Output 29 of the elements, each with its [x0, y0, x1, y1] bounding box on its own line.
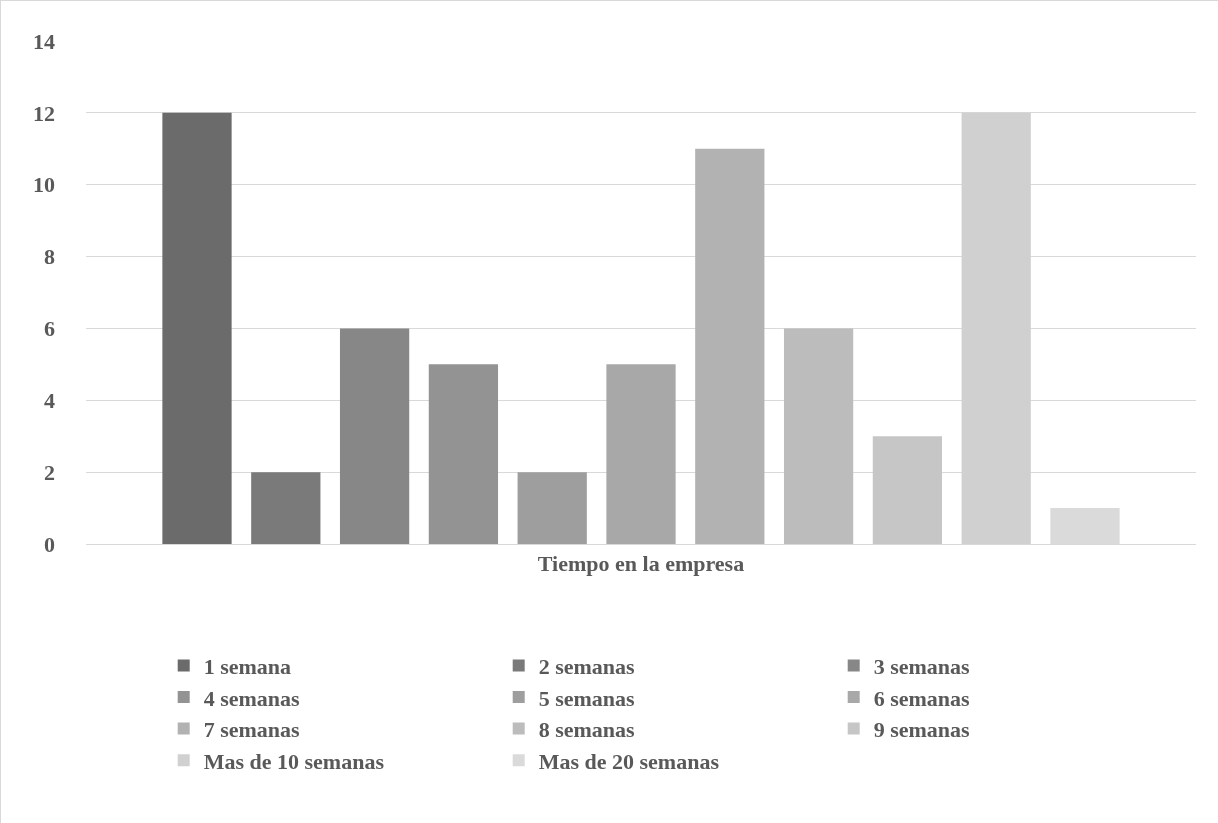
bar [517, 472, 587, 544]
bar [783, 328, 854, 544]
legend-label: 1 semana [203, 653, 292, 679]
y-tick-label: 12 [33, 100, 55, 126]
bar [606, 364, 676, 544]
bar [162, 112, 232, 544]
y-tick-label: 2 [44, 459, 55, 485]
y-tick-label: 0 [44, 531, 55, 557]
legend-label: 3 semanas [873, 653, 971, 679]
y-tick-label: 8 [44, 244, 55, 270]
y-tick-label: 4 [44, 387, 55, 413]
legend-label: 6 semanas [873, 685, 971, 711]
y-tick-label: 14 [33, 28, 55, 54]
legend-label: 5 semanas [538, 685, 636, 711]
bar [428, 364, 499, 544]
legend-label: 8 semanas [538, 717, 636, 743]
x-tick-label: Tiempo en la empresa [537, 551, 745, 577]
legend-label: 7 semanas [203, 717, 301, 743]
bar [872, 436, 943, 544]
y-tick-label: 6 [44, 316, 55, 342]
y-tick-label: 10 [33, 172, 55, 198]
legend-label: Mas de 20 semanas [538, 748, 720, 774]
legend-label: Mas de 10 semanas [203, 748, 385, 774]
legend-label: 9 semanas [873, 717, 971, 743]
bar [339, 328, 410, 544]
legend-label: 4 semanas [203, 685, 301, 711]
bar [251, 472, 321, 544]
bar [695, 148, 765, 544]
legend-label: 2 semanas [538, 653, 636, 679]
